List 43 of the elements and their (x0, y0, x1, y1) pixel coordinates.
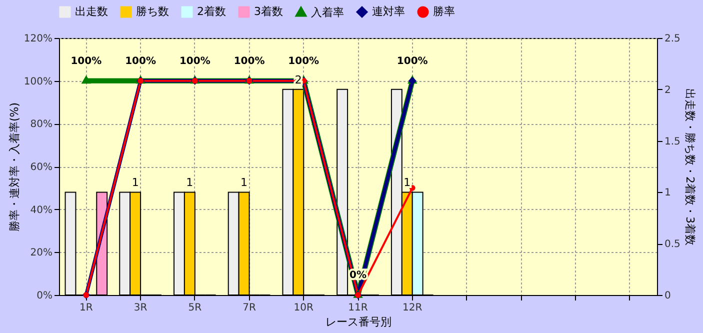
data-label: 1 (240, 176, 248, 190)
y-tick-label: 120% (24, 34, 52, 44)
data-label: 2 (294, 73, 302, 86)
y-tick-label: 100% (24, 76, 52, 88)
y2-axis-title: 出走数・勝ち数・2着数・3着数 (683, 88, 696, 246)
data-label: 100% (125, 56, 156, 67)
legend-label: 勝率 (433, 5, 455, 18)
data-label: 100% (234, 56, 265, 67)
legend-label: 入着率 (311, 6, 344, 20)
y-tick-label: 40% (30, 204, 52, 216)
legend-label: 出走数 (75, 5, 108, 18)
legend-label: 勝ち数 (136, 5, 169, 18)
x-tick-label: 11R (348, 302, 368, 314)
x-tick-label: 3R (134, 302, 148, 314)
data-label: 100% (70, 56, 102, 67)
y2-tick-label: 1.5 (664, 136, 680, 148)
y2-tick-label: 0.5 (664, 239, 680, 250)
x-tick-label: 1R (80, 302, 93, 314)
x-tick-label: 10R (294, 302, 314, 314)
data-label: 1 (132, 176, 139, 190)
legend-label: 3着数 (254, 5, 283, 18)
data-label: 0% (350, 270, 366, 281)
x-tick-label: 5R (188, 302, 202, 314)
y-tick-label: 20% (30, 248, 52, 259)
y2-tick-label: 0 (664, 290, 671, 302)
y2-tick-label: 2.5 (664, 34, 680, 44)
x-tick-label: 12R (402, 302, 422, 314)
legend-label: 2着数 (197, 5, 226, 18)
y-axis-title: 勝率・連対率・入着率(%) (8, 102, 21, 232)
point (81, 75, 92, 84)
data-label: 1 (404, 176, 411, 190)
y2-tick-label: 2 (664, 84, 671, 96)
y2-tick-label: 1 (664, 188, 671, 199)
y-tick-label: 80% (30, 119, 52, 130)
data-label: 100% (396, 56, 428, 67)
x-tick-label: 7R (242, 302, 256, 314)
legend-label: 連対率 (372, 5, 405, 18)
y-tick-label: 60% (30, 162, 52, 173)
data-label: 100% (288, 56, 320, 67)
data-label: 100% (179, 56, 210, 67)
x-axis-title: レース番号別 (326, 316, 392, 328)
y-tick-label: 0% (36, 290, 52, 302)
data-label: 1 (186, 176, 194, 190)
